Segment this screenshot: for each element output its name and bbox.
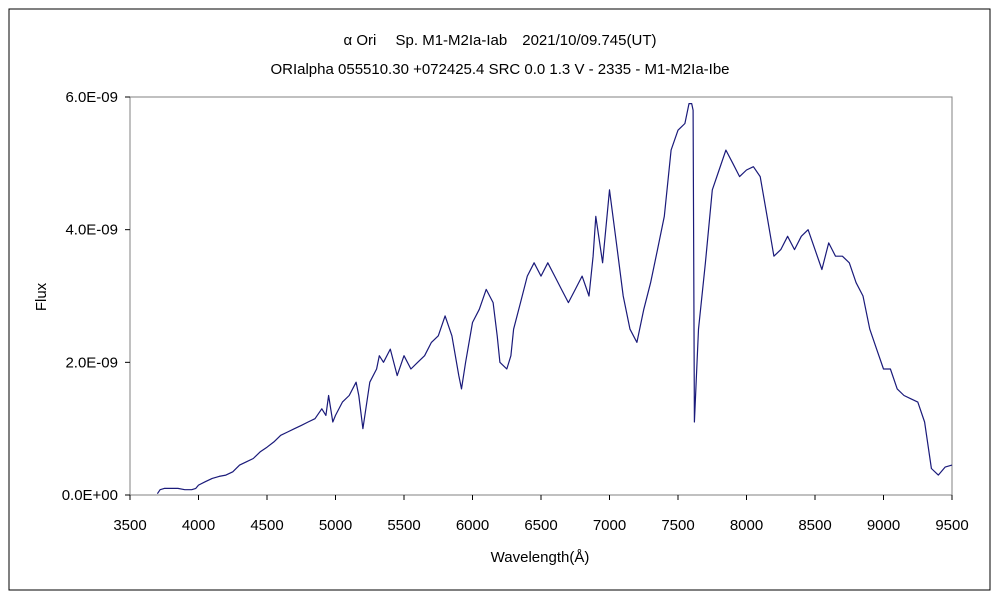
chart-title: α Ori Sp. M1-M2Ia-Iab 2021/10/09.745(UT) xyxy=(344,32,657,49)
chart-border xyxy=(8,8,991,591)
series-group xyxy=(156,103,953,495)
x-axis: 3500 4000 4500 5000 5500 6000 6500 7000 7500 8000… xyxy=(113,495,969,534)
x-tick-label: 9000 xyxy=(867,517,900,534)
x-tick-label: 9500 xyxy=(935,517,968,534)
x-tick-label: 6500 xyxy=(524,517,557,534)
y-tick-label: 6.0E-09 xyxy=(65,89,118,106)
x-tick-label: 3500 xyxy=(113,517,146,534)
x-tick-label: 5500 xyxy=(387,517,420,534)
flux-spectrum-line xyxy=(156,103,953,495)
x-tick-label: 4500 xyxy=(250,517,283,534)
y-tick-label: 2.0E-09 xyxy=(65,354,118,371)
x-tick-label: 7500 xyxy=(661,517,694,534)
y-tick-label: 4.0E-09 xyxy=(65,222,118,239)
y-tick-label: 0.0E+00 xyxy=(62,487,118,504)
y-axis: 0.0E+00 2.0E-09 4.0E-09 6.0E-09 xyxy=(62,89,130,504)
x-tick-label: 5000 xyxy=(319,517,352,534)
x-tick-label: 6000 xyxy=(456,517,489,534)
x-tick-label: 7000 xyxy=(593,517,626,534)
y-axis-label: Flux xyxy=(33,282,50,311)
x-axis-label: Wavelength(Å) xyxy=(491,549,590,566)
x-tick-label: 4000 xyxy=(182,517,215,534)
chart-subtitle: ORIalpha 055510.30 +072425.4 SRC 0.0 1.3… xyxy=(270,61,729,78)
x-tick-label: 8000 xyxy=(730,517,763,534)
x-tick-label: 8500 xyxy=(798,517,831,534)
